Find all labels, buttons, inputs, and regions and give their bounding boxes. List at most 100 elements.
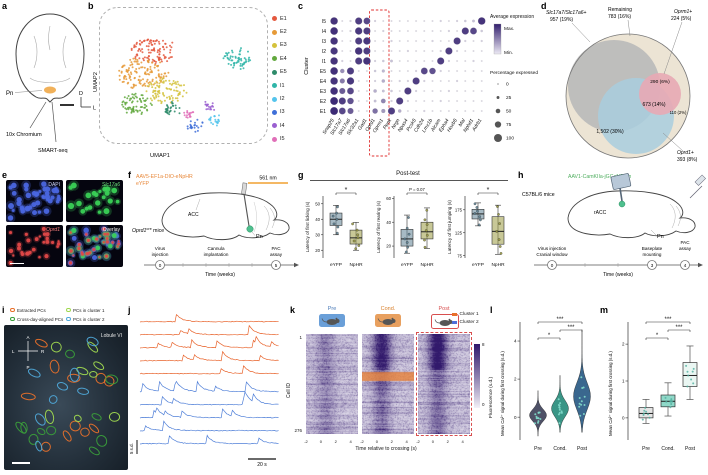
- slc17-count: 957 (19%): [550, 17, 573, 23]
- expression-dot: [390, 89, 393, 93]
- expression-dot: [390, 80, 393, 82]
- expression-dot: [448, 100, 450, 102]
- remaining-count: 783 (16%): [608, 14, 631, 20]
- cell-dot: [9, 231, 13, 235]
- pct-legend-value: 25: [506, 95, 512, 101]
- umap-point: [227, 51, 230, 54]
- posttest-title: Post-test: [396, 171, 420, 177]
- umap-point: [233, 62, 236, 65]
- umap-point: [162, 93, 165, 96]
- umap-point: [118, 69, 121, 72]
- expression-dot: [347, 107, 354, 115]
- umap-point: [124, 75, 127, 78]
- umap-point: [147, 57, 150, 60]
- umap-point: [158, 49, 161, 52]
- ca-trace: [139, 420, 279, 432]
- pc-legend-label: PCs in cluster 2: [73, 316, 105, 322]
- pc-legend-label: PCs in cluster 1: [73, 307, 105, 313]
- umap-point: [143, 106, 146, 109]
- umap-point: [152, 40, 155, 42]
- event-pac-1: PAC: [271, 246, 281, 251]
- umap-point: [134, 95, 137, 98]
- expression-dot: [480, 50, 483, 52]
- pc-outline: [67, 373, 81, 383]
- umap-point: [213, 115, 216, 118]
- timeline: Virus injection Cranial window Baseplate…: [534, 240, 703, 278]
- cell-dot: [8, 248, 14, 254]
- cell-dot: [87, 205, 93, 210]
- umap-point: [135, 70, 138, 73]
- cell-dot: [16, 246, 21, 251]
- cell-dot: [32, 210, 37, 216]
- umap-point: [133, 97, 136, 100]
- cell-dot: [38, 235, 42, 238]
- umap-point: [146, 97, 149, 100]
- umap-point: [146, 78, 149, 81]
- umap-point: [155, 94, 158, 97]
- umap-point: [127, 73, 130, 76]
- umap-point: [230, 63, 233, 66]
- cell-dot: [111, 187, 118, 194]
- data-point: [580, 403, 583, 406]
- y-tick-label: 1: [622, 379, 625, 384]
- umap-point: [121, 101, 124, 104]
- umap-point: [136, 100, 139, 103]
- expression-dot: [439, 69, 442, 73]
- umap-point: [138, 57, 141, 60]
- cell-dot: [42, 232, 47, 236]
- umap-point: [208, 118, 210, 121]
- umap-point: [207, 108, 209, 110]
- umap-point: [226, 54, 229, 57]
- umap-point: [139, 106, 142, 109]
- cell-dot: [105, 240, 109, 244]
- umap-point: [186, 125, 189, 128]
- sig-label: ***: [664, 317, 672, 323]
- mouse-ear: [448, 318, 451, 321]
- umap-point: [165, 110, 167, 113]
- ca-trace: [139, 434, 279, 445]
- umap-point: [149, 97, 152, 100]
- pn-label: Pn: [6, 91, 13, 97]
- umap-point: [147, 61, 150, 64]
- sig-label: *: [487, 187, 490, 194]
- violin: [573, 329, 591, 433]
- expression-dot: [341, 50, 344, 52]
- umap-point: [192, 111, 195, 114]
- data-point: [642, 412, 645, 415]
- cell-dot: [25, 251, 30, 256]
- umap-point: [151, 61, 154, 64]
- umap-point: [142, 97, 144, 100]
- cell-dot: [76, 200, 82, 207]
- umap-point: [168, 95, 171, 98]
- umap-point: [153, 42, 156, 45]
- data-point: [583, 404, 586, 406]
- expression-dot: [464, 50, 467, 52]
- umap-point: [132, 107, 134, 110]
- umap-point: [150, 41, 153, 44]
- umap-point: [239, 53, 241, 56]
- cell-dot: [107, 198, 113, 204]
- x-category-label: eYFP: [472, 262, 484, 268]
- cell-dot: [97, 210, 102, 214]
- expression-dot: [464, 100, 467, 102]
- panel-label-a: a: [2, 1, 8, 11]
- data-point: [691, 370, 694, 373]
- expression-dot: [447, 89, 450, 93]
- data-point: [476, 209, 479, 213]
- expression-dot: [355, 57, 363, 65]
- umap-point: [132, 105, 135, 108]
- expression-dot: [357, 80, 360, 82]
- expression-dot: [431, 50, 434, 52]
- event-cannula-1: Cannula: [207, 246, 225, 251]
- pc-outline: [93, 361, 105, 371]
- colorbar-tick-lo: 0: [482, 402, 485, 407]
- cluster-color-dot: [272, 96, 277, 102]
- colorbar: [474, 344, 480, 408]
- umap-point: [157, 95, 160, 98]
- l-ylabel: Mean Ca²⁺ signal during first crossing (…: [500, 351, 505, 436]
- cell-dot: [69, 249, 73, 253]
- data-point: [690, 378, 693, 381]
- mouse-icon: [377, 317, 396, 325]
- umap-point: [210, 108, 213, 111]
- time-axis-label: Time (weeks): [603, 272, 633, 278]
